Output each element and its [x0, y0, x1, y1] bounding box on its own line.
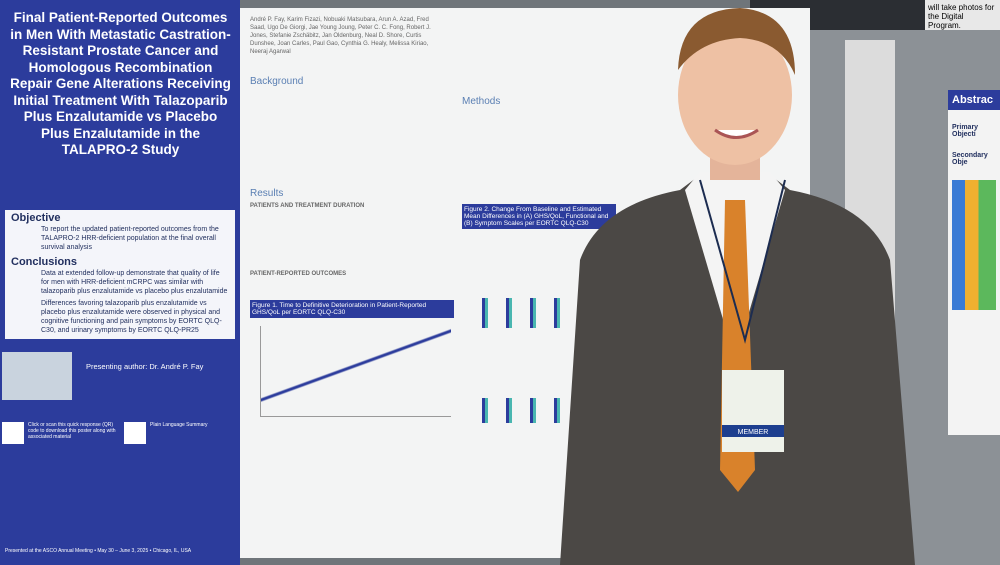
section: Methods — [462, 96, 501, 107]
text: Data at extended follow-up demonstrate t… — [41, 270, 228, 295]
figure-title: Figure 1. Time to Definitive Deteriorati… — [250, 300, 454, 318]
qr-code — [124, 422, 146, 444]
section: Results — [250, 188, 284, 199]
sub: PATIENTS AND TREATMENT DURATION — [250, 203, 365, 209]
qr-code — [2, 422, 24, 444]
right-poster: Abstrac Primary Objecti Secondary Obje — [948, 90, 1000, 435]
text: Differences favoring talazoparib plus en… — [41, 300, 222, 334]
figure-1 — [260, 326, 451, 417]
poster-title: Final Patient-Reported Outcomes in Men W… — [10, 10, 231, 157]
lanyard — [699, 179, 786, 344]
footer: Presented at the ASCO Annual Meeting • M… — [5, 548, 192, 554]
right-line: Secondary Obje — [952, 152, 988, 166]
text: To report the updated patient-reported o… — [41, 226, 219, 251]
right-heading: Abstrac — [948, 90, 1000, 110]
qr-text: Click or scan this quick response (QR) c… — [28, 422, 116, 440]
smile — [714, 128, 759, 139]
objective-box: Objective To report the updated patient-… — [5, 210, 235, 339]
badge-text: MEMBER — [738, 429, 769, 436]
section: Background — [250, 76, 304, 87]
authors: André P. Fay, Karim Fizazi, Nobuaki Mats… — [250, 17, 431, 55]
person: MEMBER — [560, 8, 915, 565]
heading: Conclusions — [11, 256, 78, 268]
sub: PATIENT-REPORTED OUTCOMES — [250, 271, 347, 277]
heading: Objective — [11, 212, 61, 224]
plain-text: Plain Language Summary — [150, 422, 208, 428]
face — [678, 25, 792, 165]
figure-2 — [470, 238, 570, 498]
hair — [678, 8, 795, 75]
badge-band — [722, 425, 784, 437]
right-chart — [952, 180, 996, 310]
right-line: Primary Objecti — [952, 124, 979, 138]
badge — [722, 370, 784, 452]
presenter-photo — [2, 352, 72, 400]
presenter: Presenting author: Dr. André P. Fay — [86, 362, 204, 371]
figure-title: Figure 2. Change From Baseline and Estim… — [462, 204, 616, 229]
